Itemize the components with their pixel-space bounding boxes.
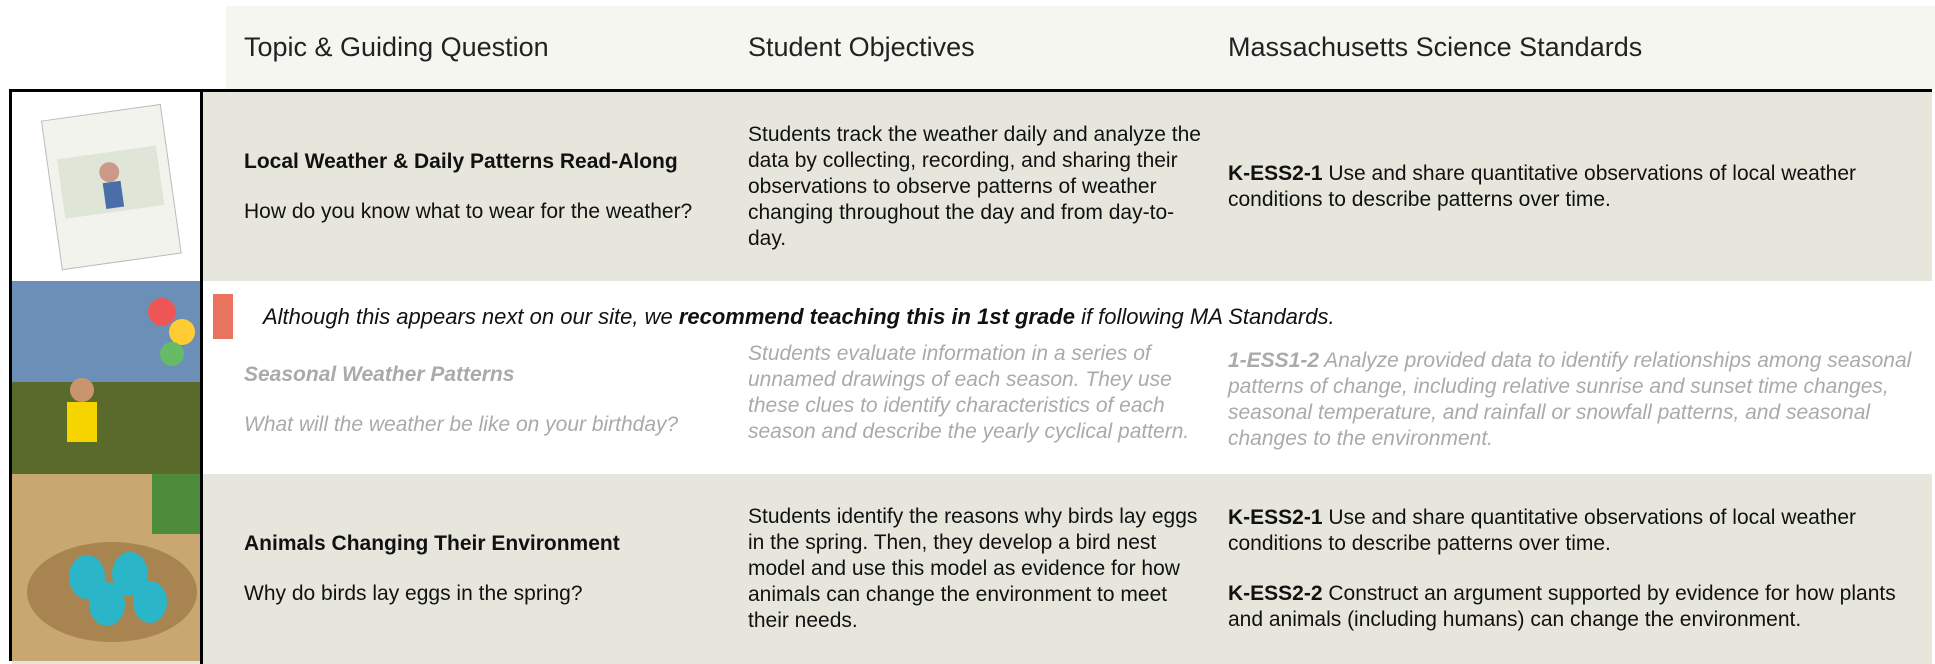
divider [200, 92, 203, 281]
guiding-question: Why do birds lay eggs in the spring? [244, 582, 583, 605]
notice-text: if following MA Standards. [1081, 303, 1335, 329]
lesson-title: Seasonal Weather Patterns [244, 363, 515, 386]
standard-code: K-ESS2-1 [1228, 161, 1323, 185]
notice-text: Although this appears next on our site, … [263, 304, 1335, 330]
notice-banner: Although this appears next on our site, … [213, 294, 1869, 339]
lesson-images [12, 92, 200, 661]
lesson-row: Lesson 1Local Weather & Daily Patterns R… [12, 89, 1932, 281]
standards-cell: K-ESS2-1 Use and share quantitative obse… [1228, 474, 1928, 664]
guiding-question: What will the weather be like on your bi… [244, 413, 679, 436]
standard-text: Use and share quantitative observations … [1228, 506, 1857, 555]
objectives-cell: Students identify the reasons why birds … [748, 474, 1210, 664]
lesson-title: Local Weather & Daily Patterns Read-Alon… [244, 149, 678, 173]
standard-code: K-ESS2-1 [1228, 506, 1323, 529]
objectives: Students track the weather daily and ana… [748, 122, 1201, 250]
standards-cell: 1-ESS1-2 Analyze provided data to identi… [1228, 336, 1928, 464]
lesson-row: Lesson 3Animals Changing Their Environme… [12, 474, 1932, 664]
notice-emphasis: recommend teaching this in 1st grade [678, 303, 1075, 329]
standard: K-ESS2-1 Use and share quantitative obse… [1228, 505, 1928, 557]
lesson-title: Animals Changing Their Environment [244, 532, 620, 555]
lesson-table: Lesson 1Local Weather & Daily Patterns R… [9, 89, 1932, 664]
topic-cell: Animals Changing Their Environment Why do… [244, 474, 694, 664]
divider [200, 474, 203, 664]
objectives-cell: Students track the weather daily and ana… [748, 92, 1210, 281]
objectives: Students evaluate information in a serie… [748, 342, 1190, 443]
guiding-question: How do you know what to wear for the wea… [244, 199, 693, 223]
topic-cell: Seasonal Weather Patterns What will the w… [244, 336, 694, 464]
header-bar [226, 6, 1935, 89]
standard-code: 1-ESS1-2 [1228, 349, 1320, 372]
notice-stripe [213, 294, 233, 339]
notice-text: Although this appears next on our site, … [263, 303, 673, 329]
standard-text: Construct an argument supported by evide… [1228, 582, 1896, 631]
standard-code: K-ESS2-2 [1228, 582, 1323, 605]
standard: K-ESS2-2 Construct an argument supported… [1228, 581, 1928, 633]
standard-text: Analyze provided data to identify relati… [1228, 349, 1912, 450]
column-header: Massachusetts Science Standards [1228, 32, 1643, 62]
topic-cell: Local Weather & Daily Patterns Read-Alon… [244, 92, 694, 281]
objectives: Students identify the reasons why birds … [748, 505, 1198, 632]
objectives-cell: Students evaluate information in a serie… [748, 322, 1210, 464]
standard: 1-ESS1-2 Analyze provided data to identi… [1228, 348, 1928, 452]
standards-cell: K-ESS2-1 Use and share quantitative obse… [1228, 92, 1928, 281]
divider [200, 281, 203, 474]
standard-text: Use and share quantitative observations … [1228, 161, 1857, 211]
column-header: Topic & Guiding Question [244, 32, 549, 62]
standard: K-ESS2-1 Use and share quantitative obse… [1228, 161, 1928, 213]
column-header: Student Objectives [748, 32, 975, 62]
